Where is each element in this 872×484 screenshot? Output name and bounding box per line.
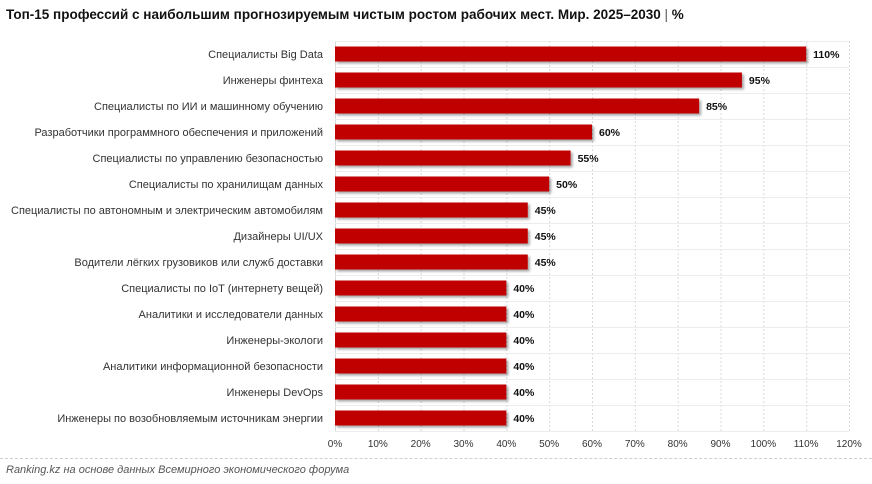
data-label: 85% [706,101,728,113]
category-label: Разработчики программного обеспечения и … [34,127,323,139]
category-label: Специалисты по IoT (интернету вещей) [121,283,323,295]
category-label: Специалисты Big Data [208,49,324,61]
x-tick-label: 120% [836,439,862,450]
data-label: 40% [513,309,535,321]
data-label: 45% [535,205,557,217]
data-label: 45% [535,231,557,243]
bar [335,98,700,114]
category-label: Инженеры финтеха [223,75,324,87]
category-label: Дизайнеры UI/UX [233,231,323,243]
chart-title: Топ-15 профессий с наибольшим прогнозиру… [6,7,684,22]
source-note: Ranking.kz на основе данных Всемирного э… [6,464,350,476]
category-label: Аналитики и исследователи данных [139,309,324,321]
data-label: 40% [513,361,535,373]
data-label: 110% [813,49,840,61]
bar [335,254,528,270]
data-label: 95% [749,75,771,87]
x-tick-label: 50% [539,439,559,450]
x-tick-label: 0% [328,439,343,450]
category-label: Специалисты по управлению безопасностью [93,153,324,165]
chart-title-main: Топ-15 профессий с наибольшим прогнозиру… [6,7,661,22]
bar [335,150,571,166]
footer-divider [0,458,872,459]
data-label: 40% [513,283,535,295]
category-label: Специалисты по ИИ и машинному обучению [94,101,323,113]
bar [335,72,742,88]
data-label: 40% [513,335,535,347]
data-label: 40% [513,413,535,425]
category-label: Водители лёгких грузовиков или служб дос… [74,257,323,269]
bar [335,410,507,426]
bar-chart: 0% 10% 20% 30% 40% 50% 60% 70% 80% 90% 100% 110% 120… [11,41,862,450]
data-label: 50% [556,179,578,191]
category-label: Инженеры-экологи [226,335,323,347]
data-label: 60% [599,127,621,139]
data-label: 45% [535,257,557,269]
x-tick-label: 20% [411,439,431,450]
bar [335,124,592,140]
data-label: 40% [513,387,535,399]
bar [335,202,528,218]
chart-title-unit: % [671,7,684,22]
x-tick-label: 100% [751,439,777,450]
x-tick-label: 110% [794,439,819,450]
bar [335,228,528,244]
category-label: Специалисты по автономным и электрически… [11,205,323,217]
category-label: Инженеры DevOps [227,387,324,399]
bar [335,384,507,400]
x-tick-label: 80% [668,439,688,450]
bar [335,176,550,192]
x-tick-label: 10% [368,439,388,450]
chart-title-separator: | [664,7,669,22]
x-tick-label: 90% [710,439,730,450]
x-tick-label: 40% [496,439,516,450]
x-tick-label: 30% [453,439,473,450]
data-label: 55% [578,153,600,165]
bar [335,46,807,62]
bar [335,306,507,322]
category-label: Специалисты по хранилищам данных [129,179,324,191]
category-label: Инженеры по возобновляемым источникам эн… [57,413,323,425]
bar [335,332,507,348]
bar [335,358,507,374]
x-tick-label: 70% [625,439,645,450]
category-label: Аналитики информационной безопасности [103,361,323,373]
bar [335,280,507,296]
x-tick-label: 60% [582,439,602,450]
